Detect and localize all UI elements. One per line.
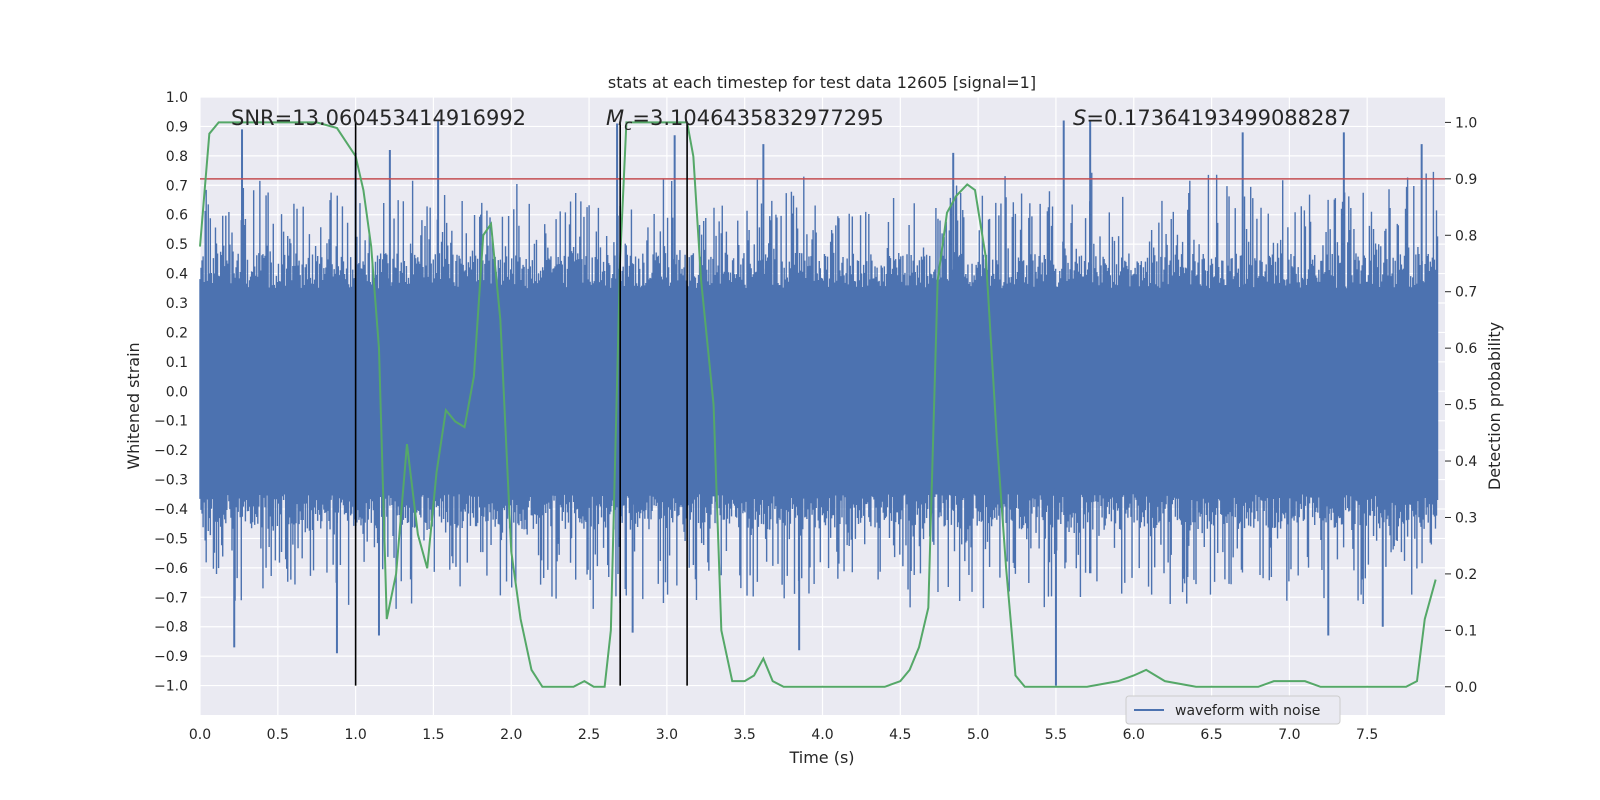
y-tick-label: 0.3 xyxy=(166,296,188,312)
spin-annotation: S=0.17364193499088287 xyxy=(1073,106,1351,130)
y2-tick-label: 0.1 xyxy=(1455,623,1477,639)
y2-tick-label: 0.6 xyxy=(1455,341,1477,357)
y2-tick-label: 0.4 xyxy=(1455,454,1477,470)
x-tick-label: 3.5 xyxy=(734,727,756,743)
y-tick-label: −0.7 xyxy=(154,590,188,606)
y-tick-label: 0.1 xyxy=(166,355,188,371)
y-tick-label: −0.8 xyxy=(154,620,188,636)
legend-label: waveform with noise xyxy=(1175,703,1320,719)
spin-value: =0.17364193499088287 xyxy=(1086,106,1351,130)
y-tick-label: −0.2 xyxy=(154,443,188,459)
y-tick-label: −1.0 xyxy=(154,679,188,695)
x-ticks: 0.0 0.5 1.0 1.5 2.0 2.5 3.0 3.5 4.0 4.5 5.0 5.5 6.0 6… xyxy=(189,727,1378,743)
chirp-mass-symbol: M xyxy=(606,106,624,130)
y2-tick-label: 0.8 xyxy=(1455,228,1477,244)
y2-tick-label: 0.9 xyxy=(1455,172,1477,188)
x-tick-label: 7.0 xyxy=(1278,727,1300,743)
y-tick-label: −0.1 xyxy=(154,414,188,430)
y-tick-label: −0.9 xyxy=(154,649,188,665)
x-tick-label: 6.0 xyxy=(1123,727,1145,743)
x-tick-label: 2.0 xyxy=(500,727,522,743)
chirp-mass-subscript: c xyxy=(624,116,633,134)
y2-tick-label: 0.2 xyxy=(1455,567,1477,583)
chirp-mass-annotation: Mc=3.1046435832977295 xyxy=(606,106,884,134)
spin-symbol: S xyxy=(1073,106,1086,130)
waveform-core-band xyxy=(200,294,1438,489)
x-tick-label: 7.5 xyxy=(1356,727,1378,743)
chirp-mass-value: =3.1046435832977295 xyxy=(632,106,883,130)
y-tick-label: 0.0 xyxy=(166,384,188,400)
x-tick-label: 4.5 xyxy=(889,727,911,743)
x-tick-label: 1.5 xyxy=(422,727,444,743)
y2-tick-label: 0.5 xyxy=(1455,398,1477,414)
x-tick-label: 2.5 xyxy=(578,727,600,743)
y-tick-label: −0.6 xyxy=(154,561,188,577)
detection-probability-line xyxy=(199,121,1437,688)
chart-title: stats at each timestep for test data 126… xyxy=(608,73,1036,92)
y2-tick-label: 0.7 xyxy=(1455,285,1477,301)
x-tick-label: 5.5 xyxy=(1045,727,1067,743)
y2-axis-label: Detection probability xyxy=(1485,322,1504,490)
y-tick-label: 0.5 xyxy=(166,237,188,253)
y-tick-label: 1.0 xyxy=(166,90,188,106)
x-tick-label: 0.5 xyxy=(267,727,289,743)
snr-annotation: SNR=13.060453414916992 xyxy=(231,106,526,130)
y-tick-label: 0.8 xyxy=(166,149,188,165)
y-tick-label: 0.7 xyxy=(166,178,188,194)
x-axis-label: Time (s) xyxy=(788,748,854,767)
y-right-ticks: 1.0 0.9 0.8 0.7 0.6 0.5 0.4 0.3 0.2 0.1 0.0 xyxy=(1445,115,1477,696)
event-lines xyxy=(354,122,688,686)
x-tick-label: 5.0 xyxy=(967,727,989,743)
y-tick-label: 0.2 xyxy=(166,325,188,341)
y-tick-label: 0.6 xyxy=(166,208,188,224)
y2-tick-label: 0.0 xyxy=(1455,680,1477,696)
y2-tick-label: 0.3 xyxy=(1455,510,1477,526)
y-tick-label: −0.4 xyxy=(154,502,188,518)
x-tick-label: 4.0 xyxy=(811,727,833,743)
y-left-ticks: 1.0 0.9 0.8 0.7 0.6 0.5 0.4 0.3 0.2 0.1 0.0 −0.1 −0.… xyxy=(154,90,188,695)
y-tick-label: −0.3 xyxy=(154,473,188,489)
x-tick-label: 1.0 xyxy=(344,727,366,743)
x-tick-label: 0.0 xyxy=(189,727,211,743)
y-tick-label: 0.4 xyxy=(166,267,188,283)
y2-tick-label: 1.0 xyxy=(1455,115,1477,131)
y-tick-label: −0.5 xyxy=(154,531,188,547)
legend-box xyxy=(1125,695,1341,725)
y-axis-label: Whitened strain xyxy=(124,342,143,469)
legend: waveform with noise xyxy=(1125,695,1341,725)
x-tick-label: 6.5 xyxy=(1200,727,1222,743)
detection-probability-series xyxy=(199,121,1437,688)
x-tick-label: 3.0 xyxy=(656,727,678,743)
y-tick-label: 0.9 xyxy=(166,119,188,135)
